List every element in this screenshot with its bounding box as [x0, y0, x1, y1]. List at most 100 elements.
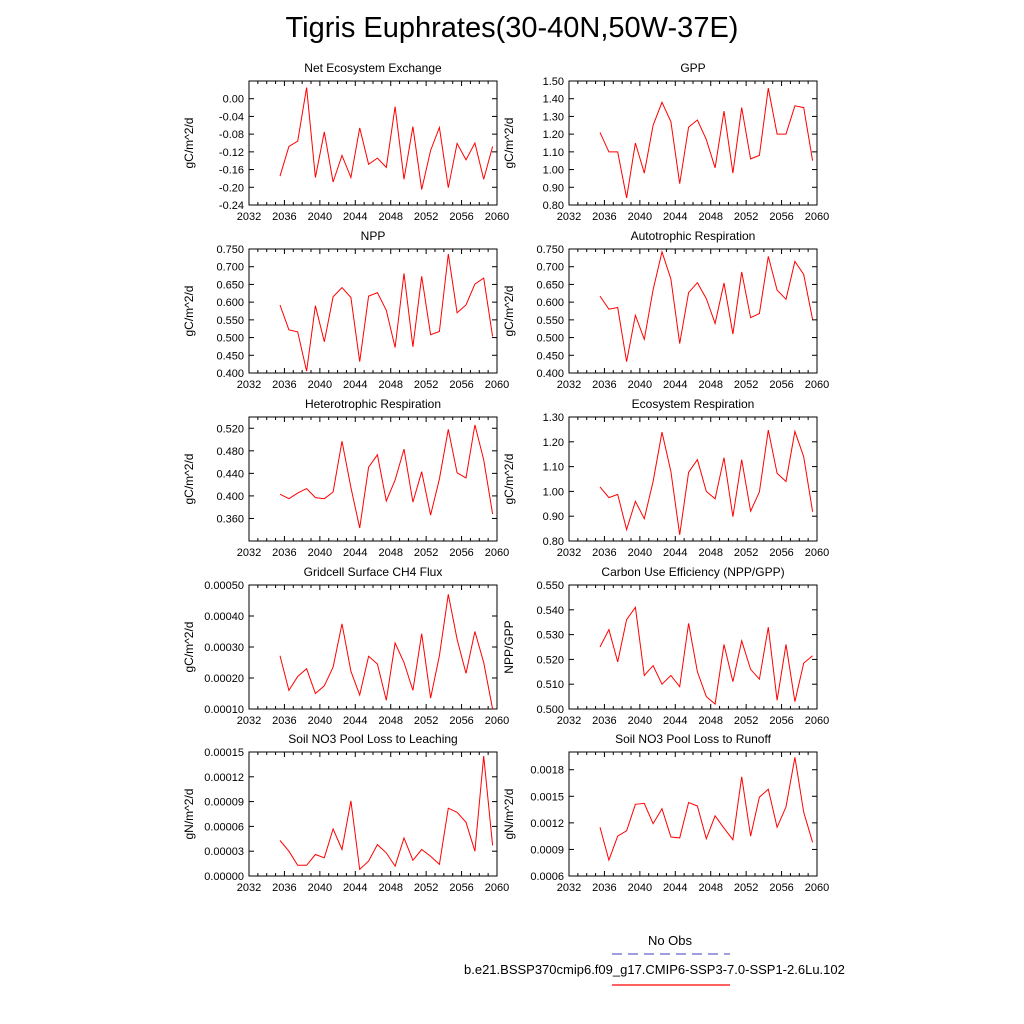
panel-8-xtick-label: 2060 — [805, 715, 829, 727]
panel-9-xtick-label: 2040 — [308, 882, 332, 894]
panel-10-xtick-label: 2044 — [663, 882, 687, 894]
panel-4-xtick-label: 2044 — [663, 379, 687, 391]
panel-10-xtick-label: 2036 — [592, 882, 616, 894]
panel-4-ytick-label: 0.650 — [536, 279, 564, 291]
panel-1-xtick-label: 2032 — [237, 211, 261, 223]
panel-10-xtick-label: 2048 — [698, 882, 722, 894]
panel-2-xtick-label: 2052 — [734, 211, 758, 223]
panel-10-title: Soil NO3 Pool Loss to Runoff — [615, 732, 772, 746]
panel-3-xtick-label: 2056 — [449, 379, 473, 391]
panel-7-xtick-label: 2040 — [308, 715, 332, 727]
panel-10-xtick-label: 2052 — [734, 882, 758, 894]
panel-2-xtick-label: 2060 — [805, 211, 829, 223]
panel-2-series-line — [599, 88, 814, 198]
panel-4-ytick-label: 0.550 — [536, 315, 564, 327]
panel-5-xtick-label: 2040 — [308, 547, 332, 559]
panel-6-xtick-label: 2052 — [734, 547, 758, 559]
panel-5-title: Heterotrophic Respiration — [305, 397, 441, 411]
panel-6-xtick-label: 2036 — [592, 547, 616, 559]
panel-9-ytick-label: 0.00003 — [204, 846, 244, 858]
panel-10-ytick-label: 0.0015 — [530, 791, 564, 803]
panel-8-xtick-label: 2040 — [628, 715, 652, 727]
panel-4-series-line — [599, 249, 814, 362]
panel-9-xtick-label: 2056 — [449, 882, 473, 894]
panel-9-xtick-label: 2052 — [414, 882, 438, 894]
panel-5-frame — [248, 416, 498, 542]
panel-4-ytick-label: 0.750 — [536, 244, 564, 256]
panel-3-ytick-label: 0.550 — [216, 315, 244, 327]
panel-10-ytick-label: 0.0018 — [530, 765, 564, 777]
panel-9-xtick-label: 2032 — [237, 882, 261, 894]
panel-7-xtick-label: 2044 — [343, 715, 367, 727]
panel-3-ytick-label: 0.700 — [216, 262, 244, 274]
panel-4-xtick-label: 2036 — [592, 379, 616, 391]
panel-2-ytick-label: 0.80 — [543, 200, 564, 212]
panel-8-xtick-label: 2036 — [592, 715, 616, 727]
panel-4-xtick-label: 2048 — [698, 379, 722, 391]
panel-1-xtick-label: 2056 — [449, 211, 473, 223]
panel-6-ytick-label: 1.20 — [543, 437, 564, 449]
panel-9-frame — [248, 751, 498, 877]
panel-7-title: Gridcell Surface CH4 Flux — [304, 565, 443, 579]
panel-2-xtick-label: 2040 — [628, 211, 652, 223]
panel-8-ytick-label: 0.510 — [536, 679, 564, 691]
panel-3-ylabel: gC/m^2/d — [182, 286, 196, 337]
panel-2-ytick-label: 1.40 — [543, 94, 564, 106]
panel-3-title: NPP — [361, 229, 386, 243]
panel-1-ytick-label: -0.12 — [219, 147, 244, 159]
panel-2-xtick-label: 2056 — [769, 211, 793, 223]
panel-8-ylabel: NPP/GPP — [502, 620, 516, 673]
panel-3-xtick-label: 2060 — [485, 379, 509, 391]
panel-6-series-line — [599, 429, 814, 535]
panel-4-ytick-label: 0.450 — [536, 350, 564, 362]
panel-7-xtick-label: 2060 — [485, 715, 509, 727]
panel-5-xtick-label: 2056 — [449, 547, 473, 559]
panel-8-xtick-label: 2056 — [769, 715, 793, 727]
panel-9-xtick-label: 2044 — [343, 882, 367, 894]
panel-7-ytick-label: 0.00020 — [204, 673, 244, 685]
panel-7-xtick-label: 2052 — [414, 715, 438, 727]
panel-1-xtick-label: 2036 — [272, 211, 296, 223]
panel-9-xtick-label: 2060 — [485, 882, 509, 894]
panel-7-ytick-label: 0.00050 — [204, 580, 244, 592]
panel-4-ytick-label: 0.500 — [536, 333, 564, 345]
panel-8-xtick-label: 2032 — [557, 715, 581, 727]
panel-9-ytick-label: 0.00006 — [204, 821, 244, 833]
panel-5-ytick-label: 0.400 — [216, 491, 244, 503]
panel-4-ytick-label: 0.600 — [536, 297, 564, 309]
panel-8-xtick-label: 2052 — [734, 715, 758, 727]
panel-6-ytick-label: 0.80 — [543, 536, 564, 548]
panel-5-xtick-label: 2032 — [237, 547, 261, 559]
figure-title: Tigris Euphrates(30-40N,50W-37E) — [285, 12, 739, 44]
panel-9-ylabel: gN/m^2/d — [182, 789, 196, 840]
panel-5-xtick-label: 2048 — [378, 547, 402, 559]
panel-1-xtick-label: 2048 — [378, 211, 402, 223]
panel-3-ytick-label: 0.600 — [216, 297, 244, 309]
panel-2-ytick-label: 1.00 — [543, 165, 564, 177]
panel-5-series-line — [279, 424, 494, 529]
panel-2-ytick-label: 1.30 — [543, 111, 564, 123]
panel-6-xtick-label: 2032 — [557, 547, 581, 559]
panel-1-ytick-label: -0.08 — [219, 129, 244, 141]
panel-3-xtick-label: 2036 — [272, 379, 296, 391]
panel-5-xtick-label: 2036 — [272, 547, 296, 559]
panel-7-series-line — [279, 594, 494, 710]
panel-10-frame — [568, 751, 818, 877]
panel-5-xtick-label: 2060 — [485, 547, 509, 559]
panel-6-frame — [568, 416, 818, 542]
panel-2-ytick-label: 1.50 — [543, 76, 564, 88]
panel-2-title: GPP — [680, 61, 705, 75]
panel-4-frame — [568, 248, 818, 374]
panel-5-ytick-label: 0.440 — [216, 468, 244, 480]
panel-3-xtick-label: 2032 — [237, 379, 261, 391]
panel-4-ytick-label: 0.700 — [536, 262, 564, 274]
panel-1-xtick-label: 2052 — [414, 211, 438, 223]
panel-7-ytick-label: 0.00040 — [204, 611, 244, 623]
panel-4-title: Autotrophic Respiration — [631, 229, 756, 243]
panel-3-xtick-label: 2048 — [378, 379, 402, 391]
panel-7-xtick-label: 2056 — [449, 715, 473, 727]
panel-9-ytick-label: 0.00000 — [204, 871, 244, 883]
panel-10-series-line — [599, 757, 814, 862]
panel-4-xtick-label: 2056 — [769, 379, 793, 391]
